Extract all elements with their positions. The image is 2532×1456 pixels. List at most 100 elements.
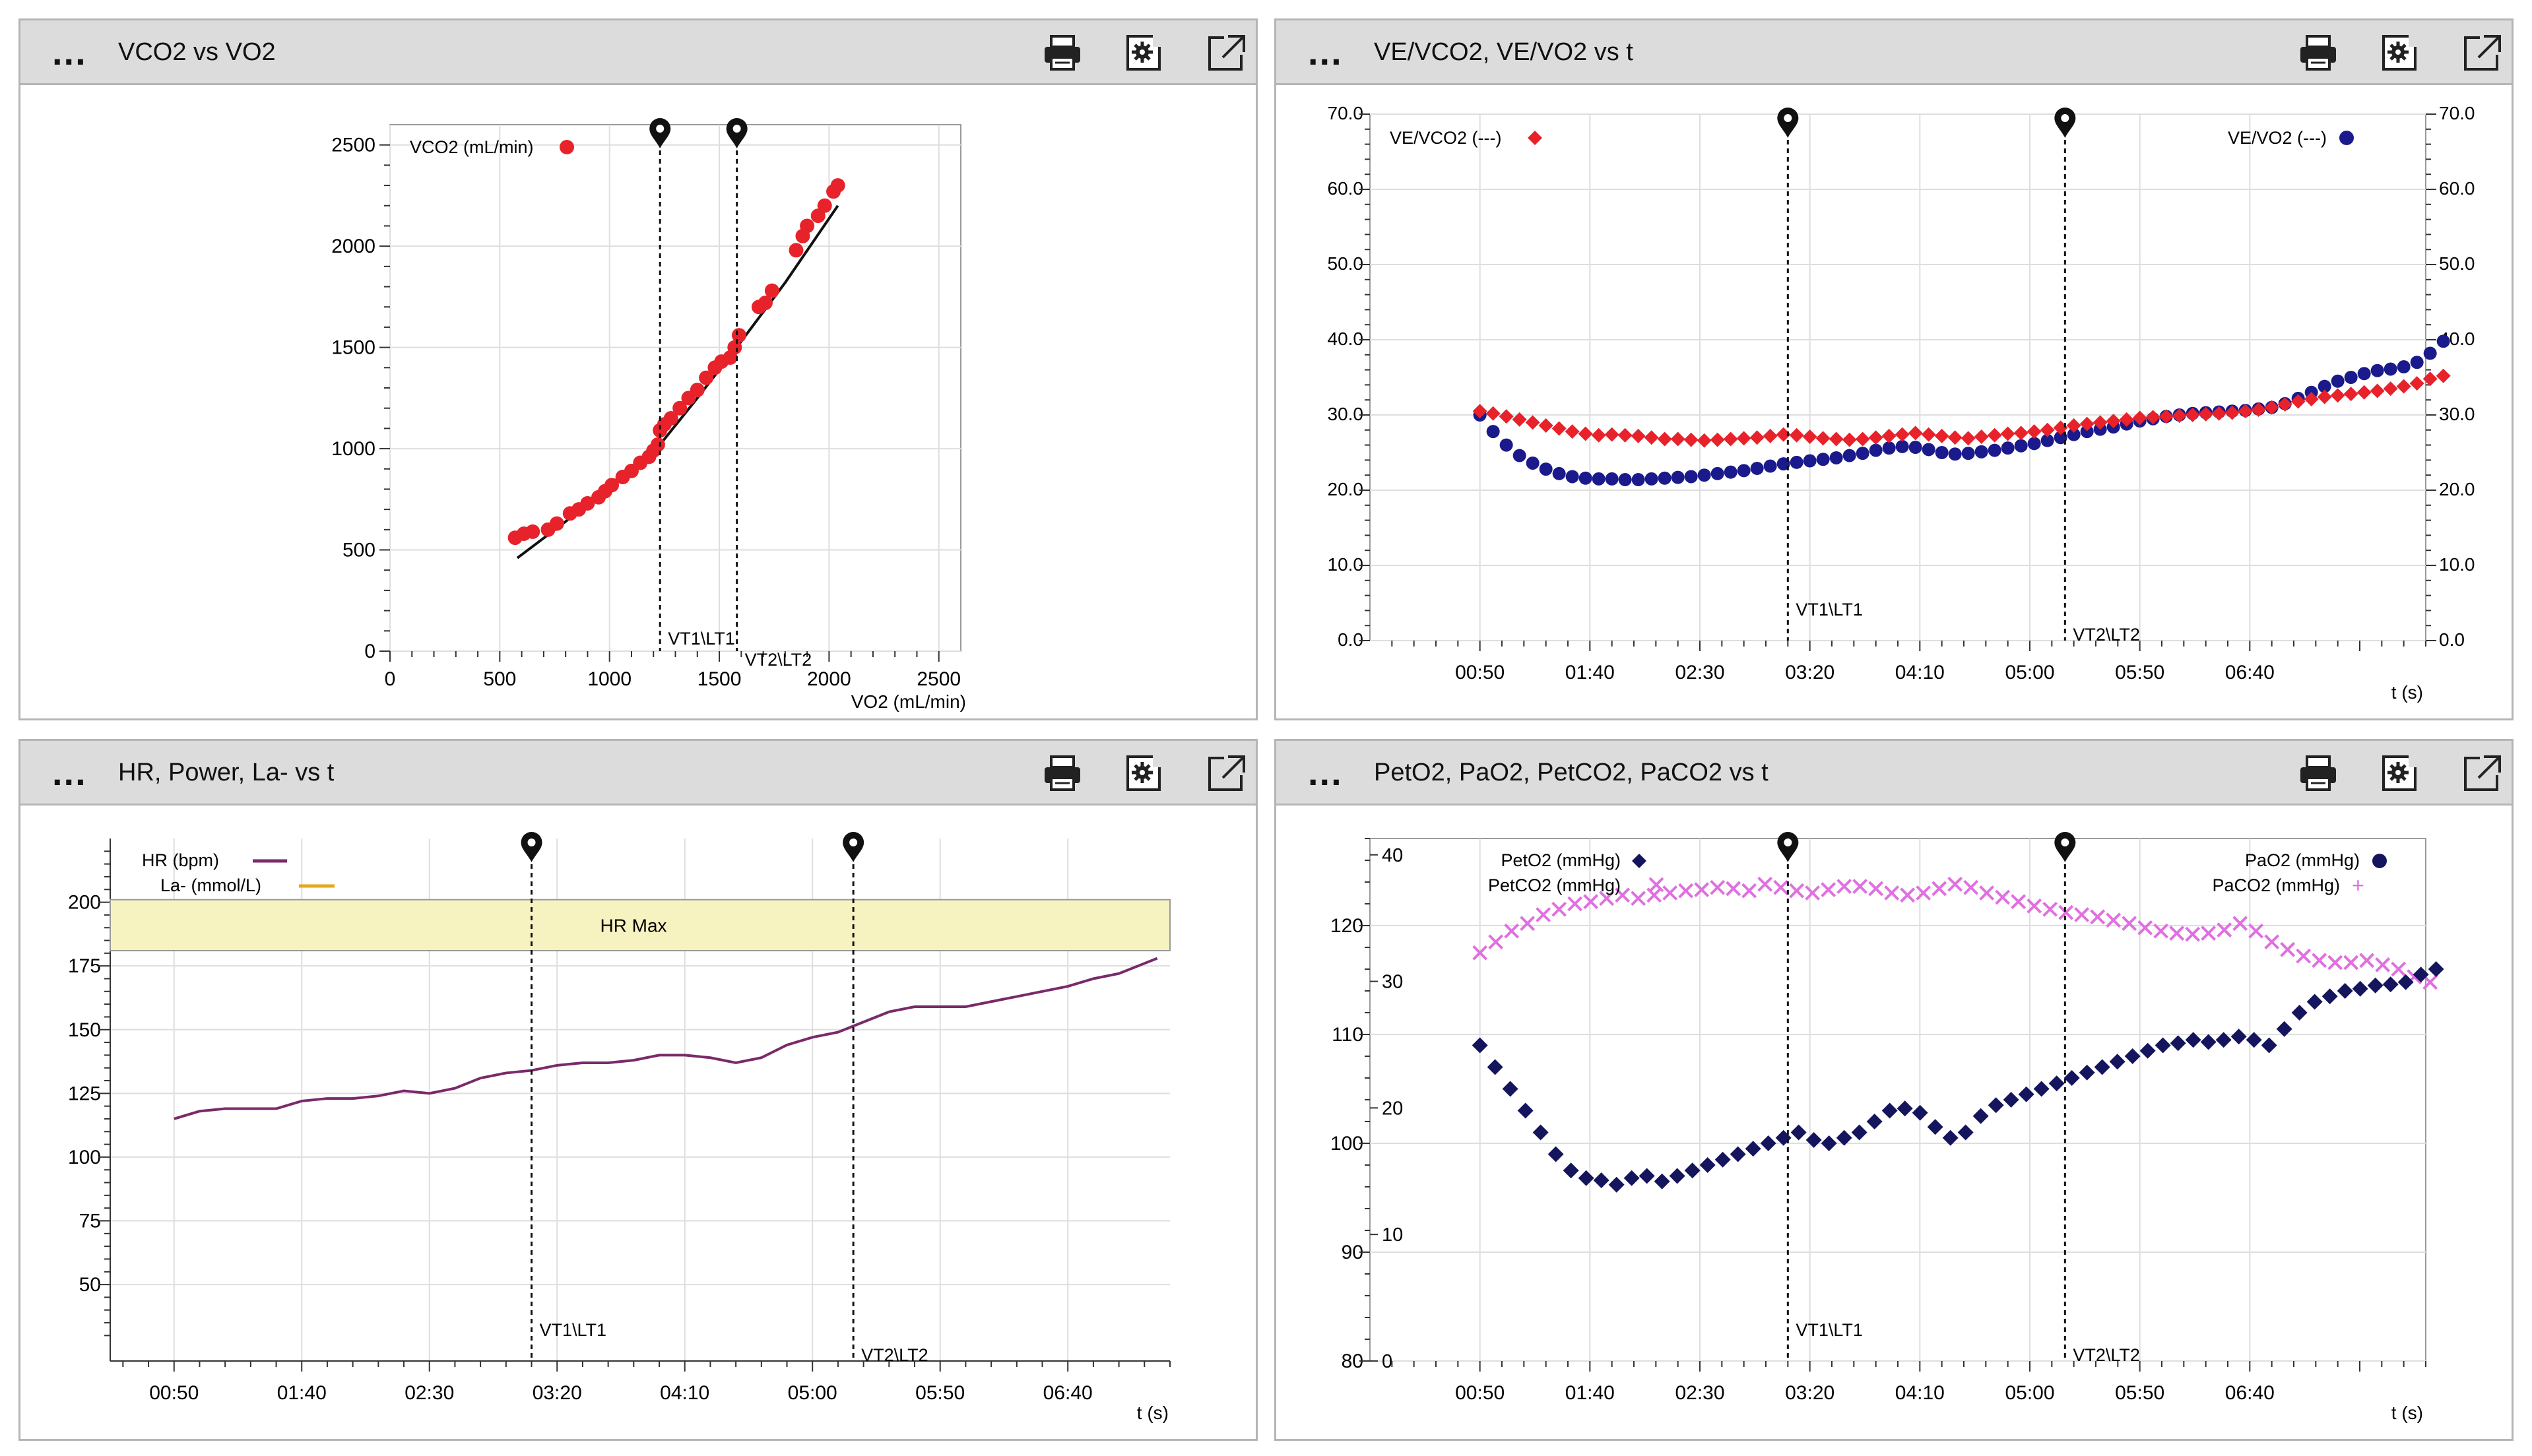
ve-vo2-point bbox=[1710, 466, 1724, 480]
peto2-point bbox=[2139, 1042, 2156, 1059]
chart-settings-button[interactable] bbox=[1122, 753, 1166, 794]
petco2-point bbox=[2058, 904, 2074, 920]
x-tick-label: 1000 bbox=[587, 668, 632, 690]
peto2-point bbox=[2428, 961, 2444, 977]
ve-vo2-point bbox=[1895, 439, 1909, 453]
y-tick-label: 1000 bbox=[331, 438, 375, 460]
x-tick-label: 04:10 bbox=[660, 1382, 709, 1404]
ve-vco2-point bbox=[1934, 428, 1949, 443]
peto2-point bbox=[1805, 1132, 1822, 1149]
y-right-tick-label: 10.0 bbox=[2439, 554, 2475, 575]
ve-vo2-point bbox=[1631, 473, 1645, 487]
ve-vco2-point bbox=[2093, 415, 2108, 430]
petco2-point bbox=[1472, 945, 1488, 961]
y-tick-label: 175 bbox=[68, 955, 101, 977]
ve-vo2-point bbox=[2410, 356, 2424, 369]
x-tick-label: 06:40 bbox=[1043, 1382, 1093, 1404]
chart-settings-button[interactable] bbox=[2378, 32, 2422, 73]
panel-menu-button[interactable]: ... bbox=[52, 31, 87, 73]
ve-vo2-point bbox=[1829, 451, 1843, 464]
ve-vo2-point bbox=[1935, 446, 1949, 459]
ve-vo2-point bbox=[1869, 443, 1883, 457]
petco2-point bbox=[1710, 879, 1726, 895]
ve-vco2-point bbox=[2290, 394, 2306, 409]
open-external-button[interactable] bbox=[1204, 32, 1248, 73]
peto2-point bbox=[2109, 1054, 2126, 1070]
data-point bbox=[731, 328, 746, 343]
ve-vo2-point bbox=[2423, 346, 2437, 360]
ve-vco2-point bbox=[1789, 427, 1804, 443]
peto2-point bbox=[2276, 1021, 2292, 1037]
ve-vo2-point bbox=[1539, 462, 1553, 476]
y-tick-label: 100 bbox=[1330, 1133, 1363, 1155]
open-external-button[interactable] bbox=[1204, 753, 1248, 794]
peto2-point bbox=[2352, 980, 2368, 997]
print-button[interactable] bbox=[2296, 32, 2340, 73]
x-tick-label: 1500 bbox=[698, 668, 742, 690]
legend-label: PetO2 (mmHg) bbox=[1501, 850, 1621, 870]
ve-vco2-point bbox=[2198, 406, 2213, 422]
peto2-point bbox=[1472, 1037, 1488, 1054]
peto2-point bbox=[1851, 1124, 1867, 1141]
panel-menu-button[interactable]: ... bbox=[52, 751, 87, 793]
ve-vco2-point bbox=[1538, 418, 1553, 433]
data-point bbox=[800, 218, 815, 234]
y-tick-label: 70.0 bbox=[1328, 103, 1364, 123]
data-point bbox=[672, 400, 688, 416]
panel-title: PetO2, PaO2, PetCO2, PaCO2 vs t bbox=[1374, 759, 1769, 786]
ve-ratio-chart: 0.0 0.010.0 10.020.0 20.030.0 30.040.0 40.050… bbox=[1328, 103, 2475, 703]
peto2-point bbox=[1532, 1124, 1549, 1141]
print-button[interactable] bbox=[1041, 32, 1084, 73]
ve-vco2-point bbox=[1617, 427, 1633, 443]
threshold-pin-icon bbox=[726, 118, 748, 148]
ve-vo2-point bbox=[2384, 362, 2397, 376]
x-tick-label: 500 bbox=[483, 668, 516, 690]
panel-title: VCO2 vs VO2 bbox=[118, 38, 276, 66]
panel-menu-button[interactable]: ... bbox=[1308, 31, 1343, 73]
hr-power-la-chart: 50 75 100 125 150 175 200 HR Max 00:50 01:40 02:30… bbox=[68, 832, 1171, 1423]
petco2-point bbox=[1726, 881, 1741, 897]
peto2-point bbox=[1836, 1129, 1852, 1146]
print-button[interactable] bbox=[2296, 753, 2340, 794]
legend-marker bbox=[560, 140, 574, 154]
threshold-pin-icon bbox=[2054, 832, 2076, 862]
ve-vo2-point bbox=[1816, 453, 1830, 466]
open-external-button[interactable] bbox=[2460, 32, 2504, 73]
y-right-tick-label: 30.0 bbox=[2439, 404, 2475, 424]
petco2-point bbox=[1488, 934, 1504, 950]
y-tick-label: 2500 bbox=[331, 135, 375, 156]
open-external-button[interactable] bbox=[2460, 753, 2504, 794]
y-tick-label: 200 bbox=[68, 892, 101, 914]
ve-vco2-point bbox=[2013, 426, 2029, 441]
y-tick-label: 0 bbox=[364, 641, 375, 662]
settings-icon bbox=[2382, 32, 2422, 71]
peto2-point bbox=[1897, 1100, 1913, 1117]
ve-vo2-point bbox=[1684, 470, 1698, 484]
chart-settings-button[interactable] bbox=[2378, 753, 2422, 794]
peto2-point bbox=[1578, 1170, 1594, 1186]
threshold-pin-icon bbox=[843, 832, 864, 862]
ve-vco2-point bbox=[2000, 426, 2015, 441]
y-right-tick-label: 50.0 bbox=[2439, 253, 2475, 274]
y-tick-label: 0.0 bbox=[1338, 629, 1363, 650]
peto2-point bbox=[2306, 994, 2323, 1010]
data-point bbox=[764, 283, 779, 298]
chart-settings-button[interactable] bbox=[1122, 32, 1166, 73]
peto2-point bbox=[2382, 976, 2399, 993]
peto2-point bbox=[1684, 1162, 1701, 1179]
ve-vco2-point bbox=[2436, 368, 2451, 383]
panel-header: ... VE/VCO2, VE/VO2 vs t bbox=[1276, 20, 2512, 85]
print-button[interactable] bbox=[1041, 753, 1084, 794]
ve-vo2-point bbox=[1605, 472, 1619, 486]
x-tick-label: 00:50 bbox=[1455, 1382, 1505, 1404]
external-link-icon bbox=[2464, 755, 2501, 791]
panel-menu-button[interactable]: ... bbox=[1308, 751, 1343, 793]
peto2-point bbox=[1699, 1157, 1716, 1173]
y-tick-label: 120 bbox=[1330, 915, 1363, 937]
threshold-pin-hole bbox=[2061, 114, 2069, 122]
peto2-point bbox=[1593, 1172, 1609, 1189]
petco2-point bbox=[1821, 882, 1836, 897]
data-point bbox=[817, 198, 832, 213]
peto2-point bbox=[2261, 1037, 2277, 1054]
